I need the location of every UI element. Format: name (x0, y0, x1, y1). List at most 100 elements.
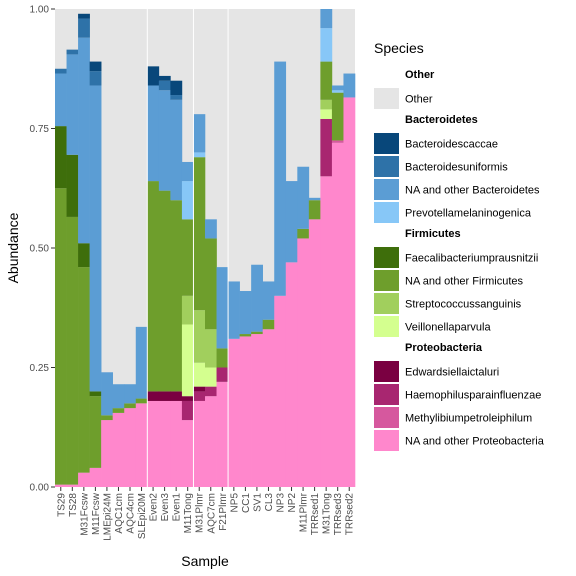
bar-segment-m11plmr-na-and-other-firmicutes (297, 228, 310, 239)
bar-segment-slepi20m-na-and-other-firmicutes (135, 398, 148, 404)
legend-label-na-and-other-bacteroidetes: NA and other Bacteroidetes (405, 185, 540, 197)
x-tick-label-even2: Even2 (149, 493, 160, 522)
x-tick-label-even3: Even3 (160, 493, 171, 522)
x-tick-label-even1: Even1 (172, 493, 183, 522)
x-axis-title: Sample (181, 553, 229, 569)
bar-segment-even3-na-and-other-bacteroidetes (158, 90, 171, 191)
legend-label-streptococcussanguinis: Streptococcussanguinis (405, 299, 522, 311)
bar-segment-ts29-faecalibacteriumprausnitzii (55, 126, 67, 189)
bar-segment-m31tong-na-and-other-firmicutes (320, 61, 333, 100)
x-tick-label-ts29: TS29 (56, 493, 67, 517)
bar-segment-even1-bacteroidesuniformis (170, 95, 183, 100)
bar-segment-even3-edwardsiellaictaluri (158, 391, 171, 401)
bar-segment-even1-na-and-other-bacteroidetes (170, 99, 183, 201)
bar-segment-m31fcsw-faecalibacteriumprausnitzii (78, 243, 90, 268)
x-tick-label-m11tong: M11Tong (183, 493, 194, 533)
y-tick-label: 0.75 (30, 124, 50, 135)
x-tick-label-np5: NP5 (229, 493, 240, 513)
bar-segment-m11fcsw-na-and-other-firmicutes (89, 396, 102, 468)
y-tick-label: 1.00 (30, 5, 50, 16)
x-tick-label-np2: NP2 (287, 493, 298, 513)
legend-label-faecalibacteriumprausnitzii: Faecalibacteriumprausnitzii (405, 253, 538, 265)
bar-segment-sv1-na-and-other-firmicutes (251, 331, 263, 335)
legend: Species Other Other Bacteroidetes Bacteroid… (374, 40, 545, 451)
x-tick-label-f21plmr: F21Plmr (218, 492, 229, 530)
x-tick-label-aqc1cm: AQC1cm (114, 493, 125, 534)
bar-segment-even2-edwardsiellaictaluri (147, 391, 160, 401)
bar-segment-aqc7cm-haemophilusparainfluenzae (205, 386, 217, 397)
y-axis-title: Abundance (5, 212, 21, 283)
bar-segment-ts29-na-and-other-bacteroidetes (55, 73, 67, 127)
legend-label-methylibiumpetroleiphilum: Methylibiumpetroleiphilum (405, 413, 532, 425)
bar-segment-aqc7cm-streptococcussanguinis (205, 329, 217, 368)
x-tick-label-cl3: CL3 (264, 493, 275, 512)
bar-segment-cc1-na-and-other-proteobacteria (239, 336, 252, 487)
bar-segment-m11fcsw-na-and-other-proteobacteria (89, 467, 102, 487)
bar-segment-trrsed3-na-and-other-firmicutes (331, 92, 344, 141)
legend-key-other (374, 88, 399, 109)
bar-segment-m31plmr-prevotellamelaninogenica (193, 152, 206, 158)
bar-segment-trrsed3-na-and-other-proteobacteria (331, 142, 344, 487)
bar-segment-m11tong-na-and-other-proteobacteria (181, 420, 194, 487)
bar-segment-m31plmr-veillonellaparvula (193, 362, 206, 387)
bar-segment-np5-na-and-other-bacteroidetes (228, 281, 240, 339)
bar-segment-m31plmr-streptococcussanguinis (193, 310, 206, 363)
legend-key-faecalibacteriumprausnitzii (374, 247, 399, 268)
bar-segment-m31fcsw-bacteroidescaccae (78, 13, 90, 19)
bar-segment-f21plmr-na-and-other-proteobacteria (216, 381, 229, 487)
x-tick-label-trrsed2: TRRsed2 (345, 493, 356, 536)
bar-segment-m31fcsw-na-and-other-bacteroidetes (78, 37, 90, 244)
x-tick-label-trrsed3: TRRsed3 (333, 493, 344, 536)
x-tick-label-aqc4cm: AQC4cm (126, 493, 137, 534)
bar-segment-np3-na-and-other-proteobacteria (274, 295, 287, 487)
legend-label-veillonellaparvula: Veillonellaparvula (405, 322, 491, 334)
bar-segment-ts28-na-and-other-firmicutes (66, 216, 79, 485)
legend-title: Species (374, 40, 424, 56)
x-tick-label-trrsed1: TRRsed1 (310, 493, 321, 536)
legend-label-haemophilusparainfluenzae: Haemophilusparainfluenzae (405, 390, 541, 402)
legend-label-prevotellamelaninogenica: Prevotellamelaninogenica (405, 208, 532, 220)
bar-segment-sv1-na-and-other-bacteroidetes (251, 264, 263, 332)
legend-label-other: Other (405, 94, 433, 106)
bar-segment-aqc1cm-na-and-other-bacteroidetes (112, 384, 125, 409)
bar-segment-aqc4cm-na-and-other-proteobacteria (124, 408, 137, 487)
legend-key-edwardsiellaictaluri (374, 361, 399, 382)
x-tick-label-m31tong: M31Tong (322, 493, 333, 534)
bar-segment-lmepi24m-na-and-other-bacteroidetes (101, 372, 113, 416)
bar-segment-m31tong-streptococcussanguinis (320, 99, 333, 110)
bar-segment-m11plmr-na-and-other-proteobacteria (297, 238, 310, 487)
bar-segment-even3-na-and-other-firmicutes (158, 190, 171, 392)
bar-segment-np5-na-and-other-proteobacteria (228, 338, 240, 487)
bar-segment-m31plmr-haemophilusparainfluenzae (193, 391, 206, 401)
bar-segment-aqc7cm-na-and-other-bacteroidetes (205, 219, 217, 239)
x-tick-label-slepi20m: SLEpi20M (137, 493, 148, 539)
x-tick-label-m31plmr: M31Plmr (195, 492, 206, 533)
bar-segment-m11fcsw-faecalibacteriumprausnitzii (89, 391, 102, 397)
bar-segment-m31fcsw-na-and-other-firmicutes (78, 267, 90, 473)
bar-segment-np2-na-and-other-proteobacteria (285, 262, 298, 487)
legend-key-na-and-other-bacteroidetes (374, 179, 399, 200)
x-tick-label-m11plmr: M11Plmr (299, 492, 310, 532)
bar-segment-m11tong-edwardsiellaictaluri (181, 396, 194, 401)
bar-segment-cc1-na-and-other-bacteroidetes (239, 291, 252, 335)
legend-key-bacteroidescaccae (374, 133, 399, 154)
bar-segment-cc1-na-and-other-firmicutes (239, 334, 252, 337)
bar-segment-even1-bacteroidescaccae (170, 80, 183, 96)
bar-segment-even3-bacteroidesuniformis (158, 80, 171, 91)
bar-segment-cl3-na-and-other-proteobacteria (262, 329, 275, 487)
bar-segment-even1-edwardsiellaictaluri (170, 391, 183, 401)
bars-layer (55, 9, 356, 488)
bar-segment-m11fcsw-bacteroidesuniformis (89, 71, 102, 86)
legend-group-bacteroidetes: Bacteroidetes (405, 114, 478, 126)
bar-segment-aqc4cm-na-and-other-firmicutes (124, 403, 137, 409)
bar-segment-ts28-bacteroidesuniformis (66, 49, 79, 55)
x-tick-label-sv1: SV1 (252, 493, 263, 512)
bar-segment-f21plmr-na-and-other-bacteroidetes (216, 267, 229, 349)
bar-segment-m11fcsw-na-and-other-bacteroidetes (89, 85, 102, 392)
bar-segment-m11fcsw-bacteroidescaccae (89, 61, 102, 72)
legend-label-edwardsiellaictaluri: Edwardsiellaictaluri (405, 367, 499, 379)
x-axis: TS29 TS28 M31Fcsw M11Fcsw LMEpi24M AQC1cm AQC4… (56, 487, 356, 541)
bar-segment-np3-na-and-other-bacteroidetes (274, 61, 287, 296)
bar-segment-trrsed1-na-and-other-bacteroidetes (308, 197, 321, 201)
